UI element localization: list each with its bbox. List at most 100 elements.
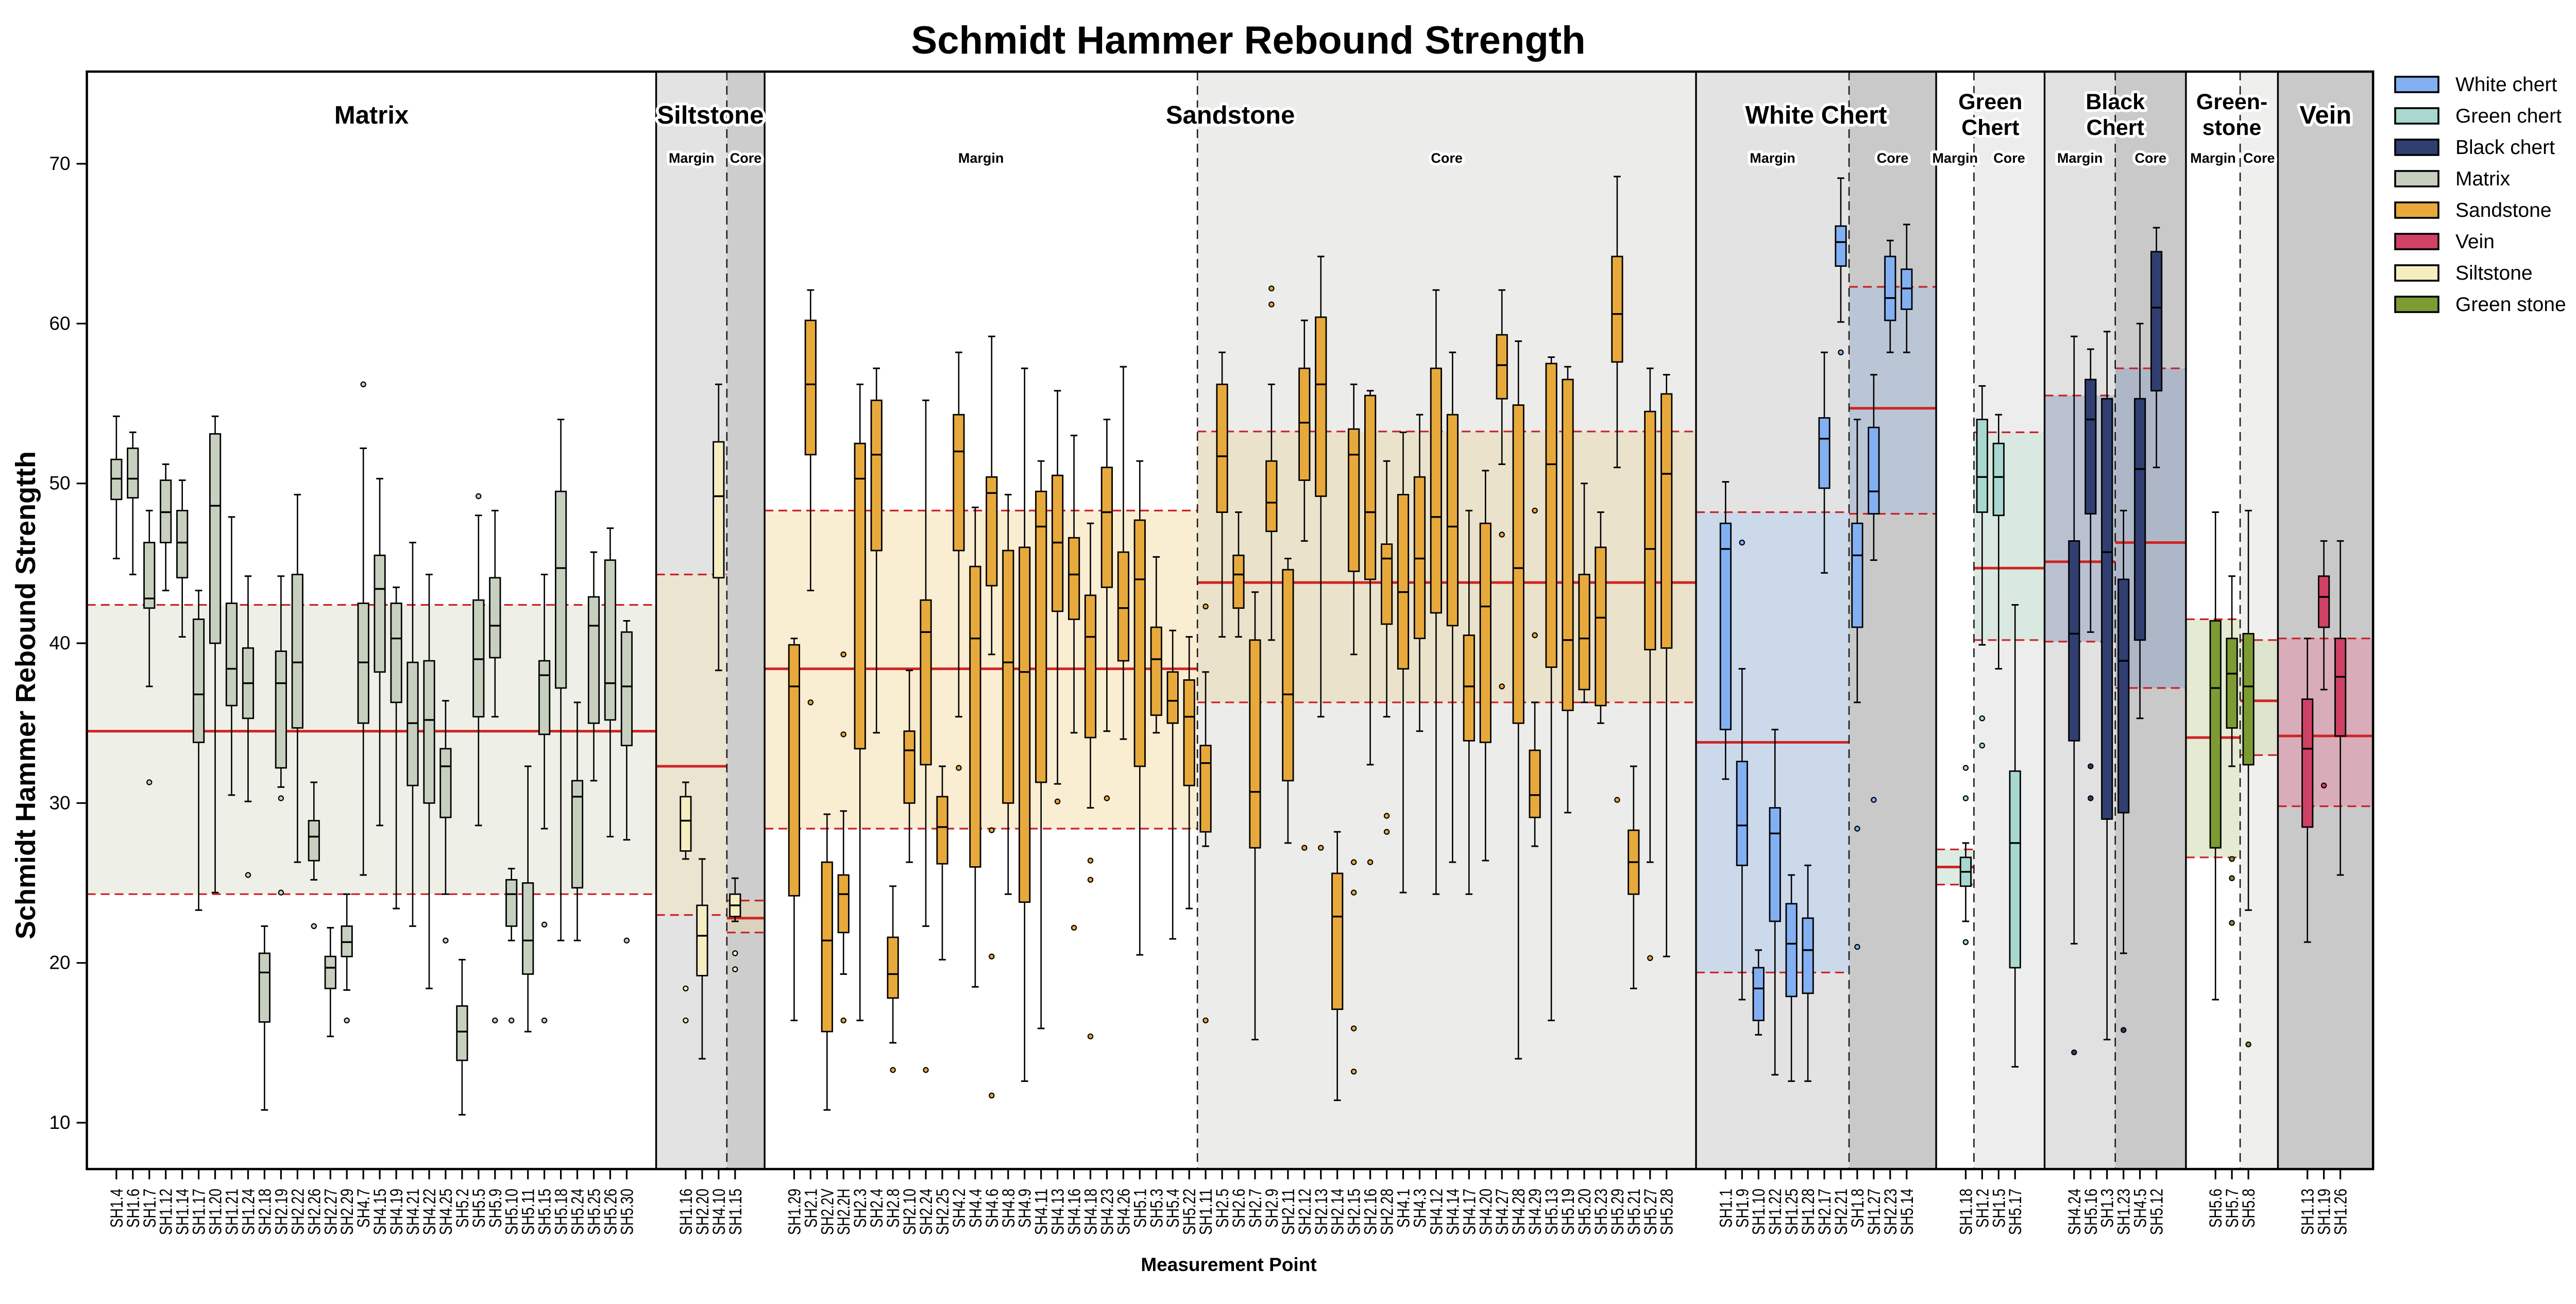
svg-text:SH5.17: SH5.17 — [2006, 1189, 2025, 1235]
svg-text:SH1.11: SH1.11 — [1196, 1189, 1216, 1235]
svg-text:Schmidt Hammer Rebound Strengt: Schmidt Hammer Rebound Strengtth — [10, 451, 41, 939]
svg-text:SH5.13: SH5.13 — [1542, 1189, 1562, 1235]
svg-text:SH2.25: SH2.25 — [933, 1189, 953, 1235]
svg-text:Matrix: Matrix — [334, 101, 409, 129]
svg-text:SH2.6: SH2.6 — [1229, 1189, 1249, 1228]
svg-text:SH1.27: SH1.27 — [1865, 1189, 1884, 1235]
svg-text:Green-: Green- — [2196, 90, 2268, 114]
svg-text:SH2.2H: SH2.2H — [834, 1189, 854, 1235]
svg-text:SH4.19: SH4.19 — [387, 1189, 406, 1235]
svg-text:SH4.23: SH4.23 — [1097, 1189, 1117, 1235]
svg-text:SH2.5: SH2.5 — [1213, 1189, 1232, 1228]
svg-text:SH5.30: SH5.30 — [617, 1189, 637, 1235]
svg-text:SH5.23: SH5.23 — [1591, 1189, 1611, 1235]
svg-text:Margin: Margin — [669, 150, 715, 166]
svg-text:SH5.11: SH5.11 — [519, 1189, 538, 1235]
svg-text:70: 70 — [49, 153, 70, 174]
svg-text:Core: Core — [730, 150, 762, 166]
svg-text:SH5.9: SH5.9 — [486, 1189, 505, 1228]
svg-text:SH4.10: SH4.10 — [709, 1189, 729, 1235]
svg-text:SH2.4: SH2.4 — [867, 1189, 887, 1228]
svg-text:SH4.13: SH4.13 — [1048, 1189, 1068, 1235]
svg-text:SH4.5: SH4.5 — [2131, 1189, 2150, 1228]
svg-text:SH2.19: SH2.19 — [272, 1189, 291, 1235]
svg-text:SH2.13: SH2.13 — [1312, 1189, 1331, 1235]
svg-text:SH2.21: SH2.21 — [1832, 1189, 1851, 1235]
svg-text:SH5.22: SH5.22 — [1180, 1189, 1199, 1235]
svg-text:SH4.17: SH4.17 — [1460, 1189, 1479, 1235]
svg-text:SH1.14: SH1.14 — [173, 1189, 193, 1235]
svg-text:Vein: Vein — [2455, 231, 2495, 253]
svg-text:SH5.27: SH5.27 — [1641, 1189, 1660, 1235]
svg-text:SH2.26: SH2.26 — [304, 1189, 324, 1235]
svg-text:SH1.26: SH1.26 — [2331, 1189, 2351, 1235]
svg-text:SH4.22: SH4.22 — [420, 1189, 439, 1235]
svg-text:SH4.11: SH4.11 — [1032, 1189, 1052, 1235]
svg-text:SH5.5: SH5.5 — [469, 1189, 489, 1228]
svg-text:Margin: Margin — [2190, 150, 2236, 166]
svg-text:SH4.15: SH4.15 — [370, 1189, 390, 1235]
svg-text:SH1.23: SH1.23 — [2114, 1189, 2134, 1235]
svg-text:Core: Core — [1993, 150, 2025, 166]
svg-text:SH2.9: SH2.9 — [1262, 1189, 1282, 1228]
svg-text:SH2.29: SH2.29 — [337, 1189, 357, 1235]
svg-text:SH1.2: SH1.2 — [1973, 1189, 1992, 1228]
svg-text:SH1.25: SH1.25 — [1782, 1189, 1802, 1235]
svg-text:SH2.16: SH2.16 — [1361, 1189, 1381, 1235]
svg-text:SH1.1: SH1.1 — [1716, 1189, 1736, 1228]
svg-text:Black: Black — [2086, 90, 2145, 114]
svg-text:stone: stone — [2202, 115, 2262, 140]
svg-text:50: 50 — [49, 473, 70, 494]
svg-text:SH2.7: SH2.7 — [1246, 1189, 1265, 1228]
svg-text:SH1.13: SH1.13 — [2298, 1189, 2318, 1235]
svg-text:Margin: Margin — [2057, 150, 2103, 166]
svg-text:SH5.21: SH5.21 — [1624, 1189, 1644, 1235]
svg-text:30: 30 — [49, 792, 70, 813]
svg-text:SH5.14: SH5.14 — [1897, 1189, 1917, 1235]
svg-text:Black chert: Black chert — [2455, 136, 2555, 159]
svg-text:SH5.29: SH5.29 — [1608, 1189, 1628, 1235]
svg-text:SH4.7: SH4.7 — [354, 1189, 374, 1228]
svg-text:SH4.24: SH4.24 — [2065, 1189, 2084, 1235]
svg-text:SH4.3: SH4.3 — [1411, 1189, 1430, 1228]
svg-text:SH1.24: SH1.24 — [239, 1189, 259, 1235]
svg-text:Matrix: Matrix — [2455, 168, 2511, 190]
svg-text:SH4.28: SH4.28 — [1509, 1189, 1529, 1235]
svg-text:Margin: Margin — [958, 150, 1004, 166]
svg-text:SH1.15: SH1.15 — [726, 1189, 745, 1235]
svg-text:SH4.18: SH4.18 — [1081, 1189, 1101, 1235]
svg-text:SH5.10: SH5.10 — [502, 1189, 522, 1235]
svg-text:SH1.8: SH1.8 — [1848, 1189, 1868, 1228]
svg-text:SH1.29: SH1.29 — [785, 1189, 804, 1235]
svg-text:SH4.2: SH4.2 — [950, 1189, 969, 1228]
svg-text:Sandstone: Sandstone — [2455, 199, 2552, 221]
svg-text:Siltstone: Siltstone — [2455, 262, 2533, 284]
svg-text:SH5.3: SH5.3 — [1147, 1189, 1166, 1228]
svg-text:SH1.28: SH1.28 — [1799, 1189, 1818, 1235]
svg-text:Margin: Margin — [1750, 150, 1795, 166]
svg-text:SH2.15: SH2.15 — [1345, 1189, 1364, 1235]
svg-text:SH5.26: SH5.26 — [601, 1189, 620, 1235]
svg-text:SH5.18: SH5.18 — [552, 1189, 571, 1235]
svg-text:Green chert: Green chert — [2455, 105, 2562, 127]
svg-text:SH5.25: SH5.25 — [585, 1189, 604, 1235]
svg-text:Green: Green — [1958, 90, 2022, 114]
svg-text:SH5.20: SH5.20 — [1575, 1189, 1595, 1235]
svg-text:10: 10 — [49, 1112, 70, 1133]
svg-text:SH5.12: SH5.12 — [2147, 1189, 2167, 1235]
svg-text:Margin: Margin — [1932, 150, 1978, 166]
svg-text:SH1.7: SH1.7 — [140, 1189, 160, 1228]
svg-text:SH2.14: SH2.14 — [1328, 1189, 1348, 1235]
svg-text:Chert: Chert — [2087, 115, 2144, 140]
svg-text:SH2.27: SH2.27 — [321, 1189, 341, 1235]
svg-text:40: 40 — [49, 632, 70, 654]
svg-text:SH4.12: SH4.12 — [1427, 1189, 1446, 1235]
svg-text:SH2.3: SH2.3 — [851, 1189, 870, 1228]
svg-text:SH1.6: SH1.6 — [124, 1189, 143, 1228]
svg-text:White Chert: White Chert — [1745, 101, 1887, 129]
svg-text:SH4.1: SH4.1 — [1394, 1189, 1414, 1228]
svg-text:SH5.7: SH5.7 — [2223, 1189, 2242, 1228]
svg-text:SH5.8: SH5.8 — [2239, 1189, 2259, 1228]
svg-text:SH2.17: SH2.17 — [1815, 1189, 1835, 1235]
svg-text:SH1.9: SH1.9 — [1733, 1189, 1752, 1228]
